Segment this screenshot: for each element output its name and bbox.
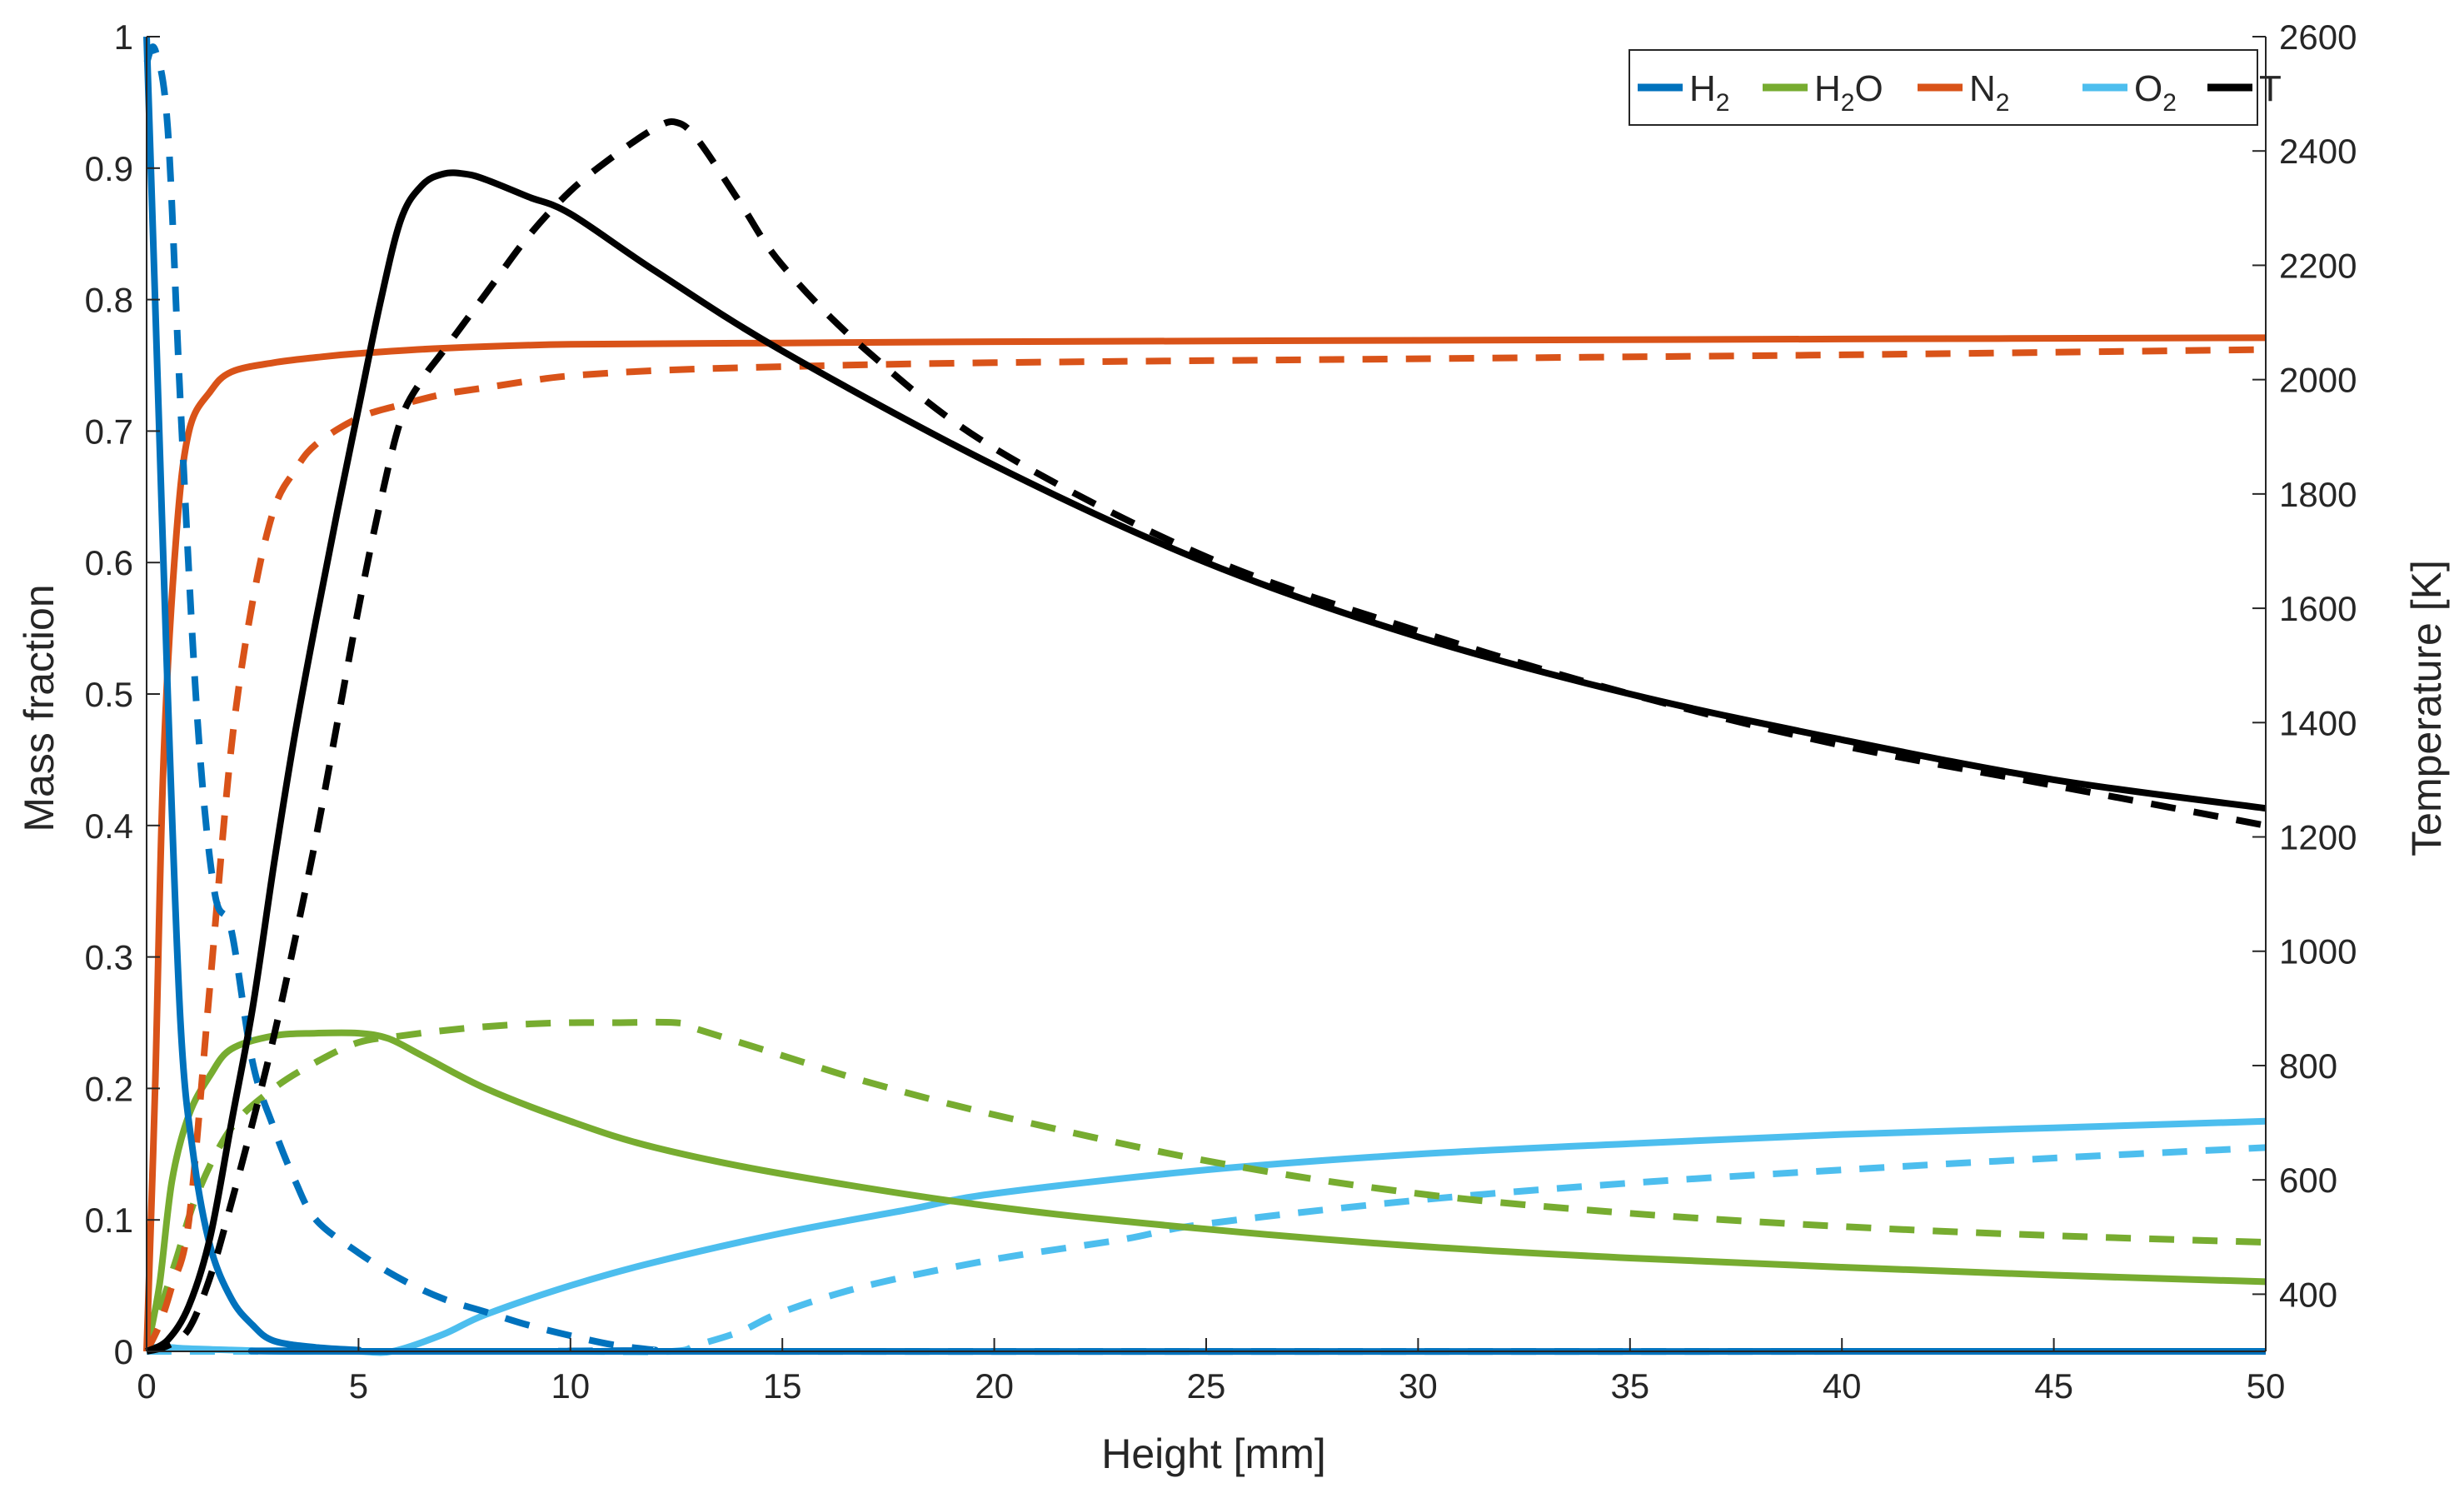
series-line-h2o-solid [143, 1029, 2267, 1352]
y-right-tick-label: 1800 [2279, 475, 2357, 514]
y-left-tick-label: 1 [114, 17, 133, 57]
legend-item-t: T [2207, 68, 2282, 109]
legend-label: N2 [1969, 68, 2009, 117]
ticks-layer: 0 5 10 15 20 25 30 35 40 45 50 0 0.1 0.2 0.3 0.4 0.5 0.6 0… [85, 17, 2357, 1406]
x-axis-title: Height [mm] [1101, 1431, 1326, 1477]
y-left-tick-label: 0.3 [85, 938, 133, 977]
x-tick-label: 10 [551, 1366, 590, 1406]
y-left-tick-label: 0 [114, 1332, 133, 1371]
legend-label: T [2259, 68, 2282, 109]
legend: H2 H2O N2 O2 T [1629, 49, 2282, 126]
legend-label: O2 [2134, 68, 2177, 117]
y-left-tick-label: 0.8 [85, 281, 133, 320]
y-right-tick-label: 600 [2279, 1161, 2337, 1200]
series-line-o2-dashed [147, 1144, 2267, 1356]
series-line-h2o-dashed [143, 1018, 2267, 1353]
y-left-tick-label: 0.1 [85, 1201, 133, 1240]
x-tick-label: 5 [349, 1366, 368, 1406]
legend-label: H2O [1814, 68, 1883, 117]
legend-label: H2 [1689, 68, 1729, 117]
series-line-n2-dashed [143, 346, 2267, 1353]
y-left-tick-label: 0.6 [85, 543, 133, 582]
x-tick-label: 50 [2247, 1366, 2286, 1406]
y-right-tick-label: 2400 [2279, 132, 2357, 171]
x-tick-label: 0 [137, 1366, 156, 1406]
y-left-tick-label: 0.5 [85, 675, 133, 714]
legend-item-o2: O2 [2082, 68, 2177, 117]
series-line-t-dashed [145, 118, 2267, 1355]
y-right-tick-label: 2000 [2279, 361, 2357, 400]
y-right-tick-label: 1200 [2279, 818, 2357, 857]
x-tick-label: 35 [1610, 1366, 1649, 1406]
x-tick-label: 45 [2034, 1366, 2073, 1406]
x-tick-label: 15 [763, 1366, 802, 1406]
y-axis-right-title: Temperature [K] [2403, 560, 2450, 856]
y-axis-left-title: Mass fraction [16, 584, 62, 831]
y-left-tick-label: 0.9 [85, 149, 133, 188]
x-tick-label: 30 [1399, 1366, 1438, 1406]
y-right-tick-label: 400 [2279, 1275, 2337, 1314]
y-left-tick-label: 0.2 [85, 1069, 133, 1108]
legend-item-h2o: H2O [1763, 68, 1883, 117]
y-right-tick-label: 1000 [2279, 932, 2357, 971]
y-right-tick-label: 800 [2279, 1046, 2337, 1086]
y-right-tick-label: 1400 [2279, 703, 2357, 742]
legend-item-n2: N2 [1918, 68, 2009, 117]
legend-item-h2: H2 [1638, 68, 1729, 117]
y-right-tick-label: 2200 [2279, 246, 2357, 285]
y-left-tick-label: 0.7 [85, 412, 133, 451]
y-left-tick-label: 0.4 [85, 806, 133, 846]
y-right-tick-label: 2600 [2279, 17, 2357, 57]
series-line-n2-solid [143, 334, 2267, 1352]
y-right-tick-label: 1600 [2279, 589, 2357, 628]
x-tick-label: 20 [975, 1366, 1014, 1406]
series-line-t-solid [145, 169, 2267, 1355]
x-tick-label: 25 [1187, 1366, 1226, 1406]
x-tick-label: 40 [1823, 1366, 1862, 1406]
